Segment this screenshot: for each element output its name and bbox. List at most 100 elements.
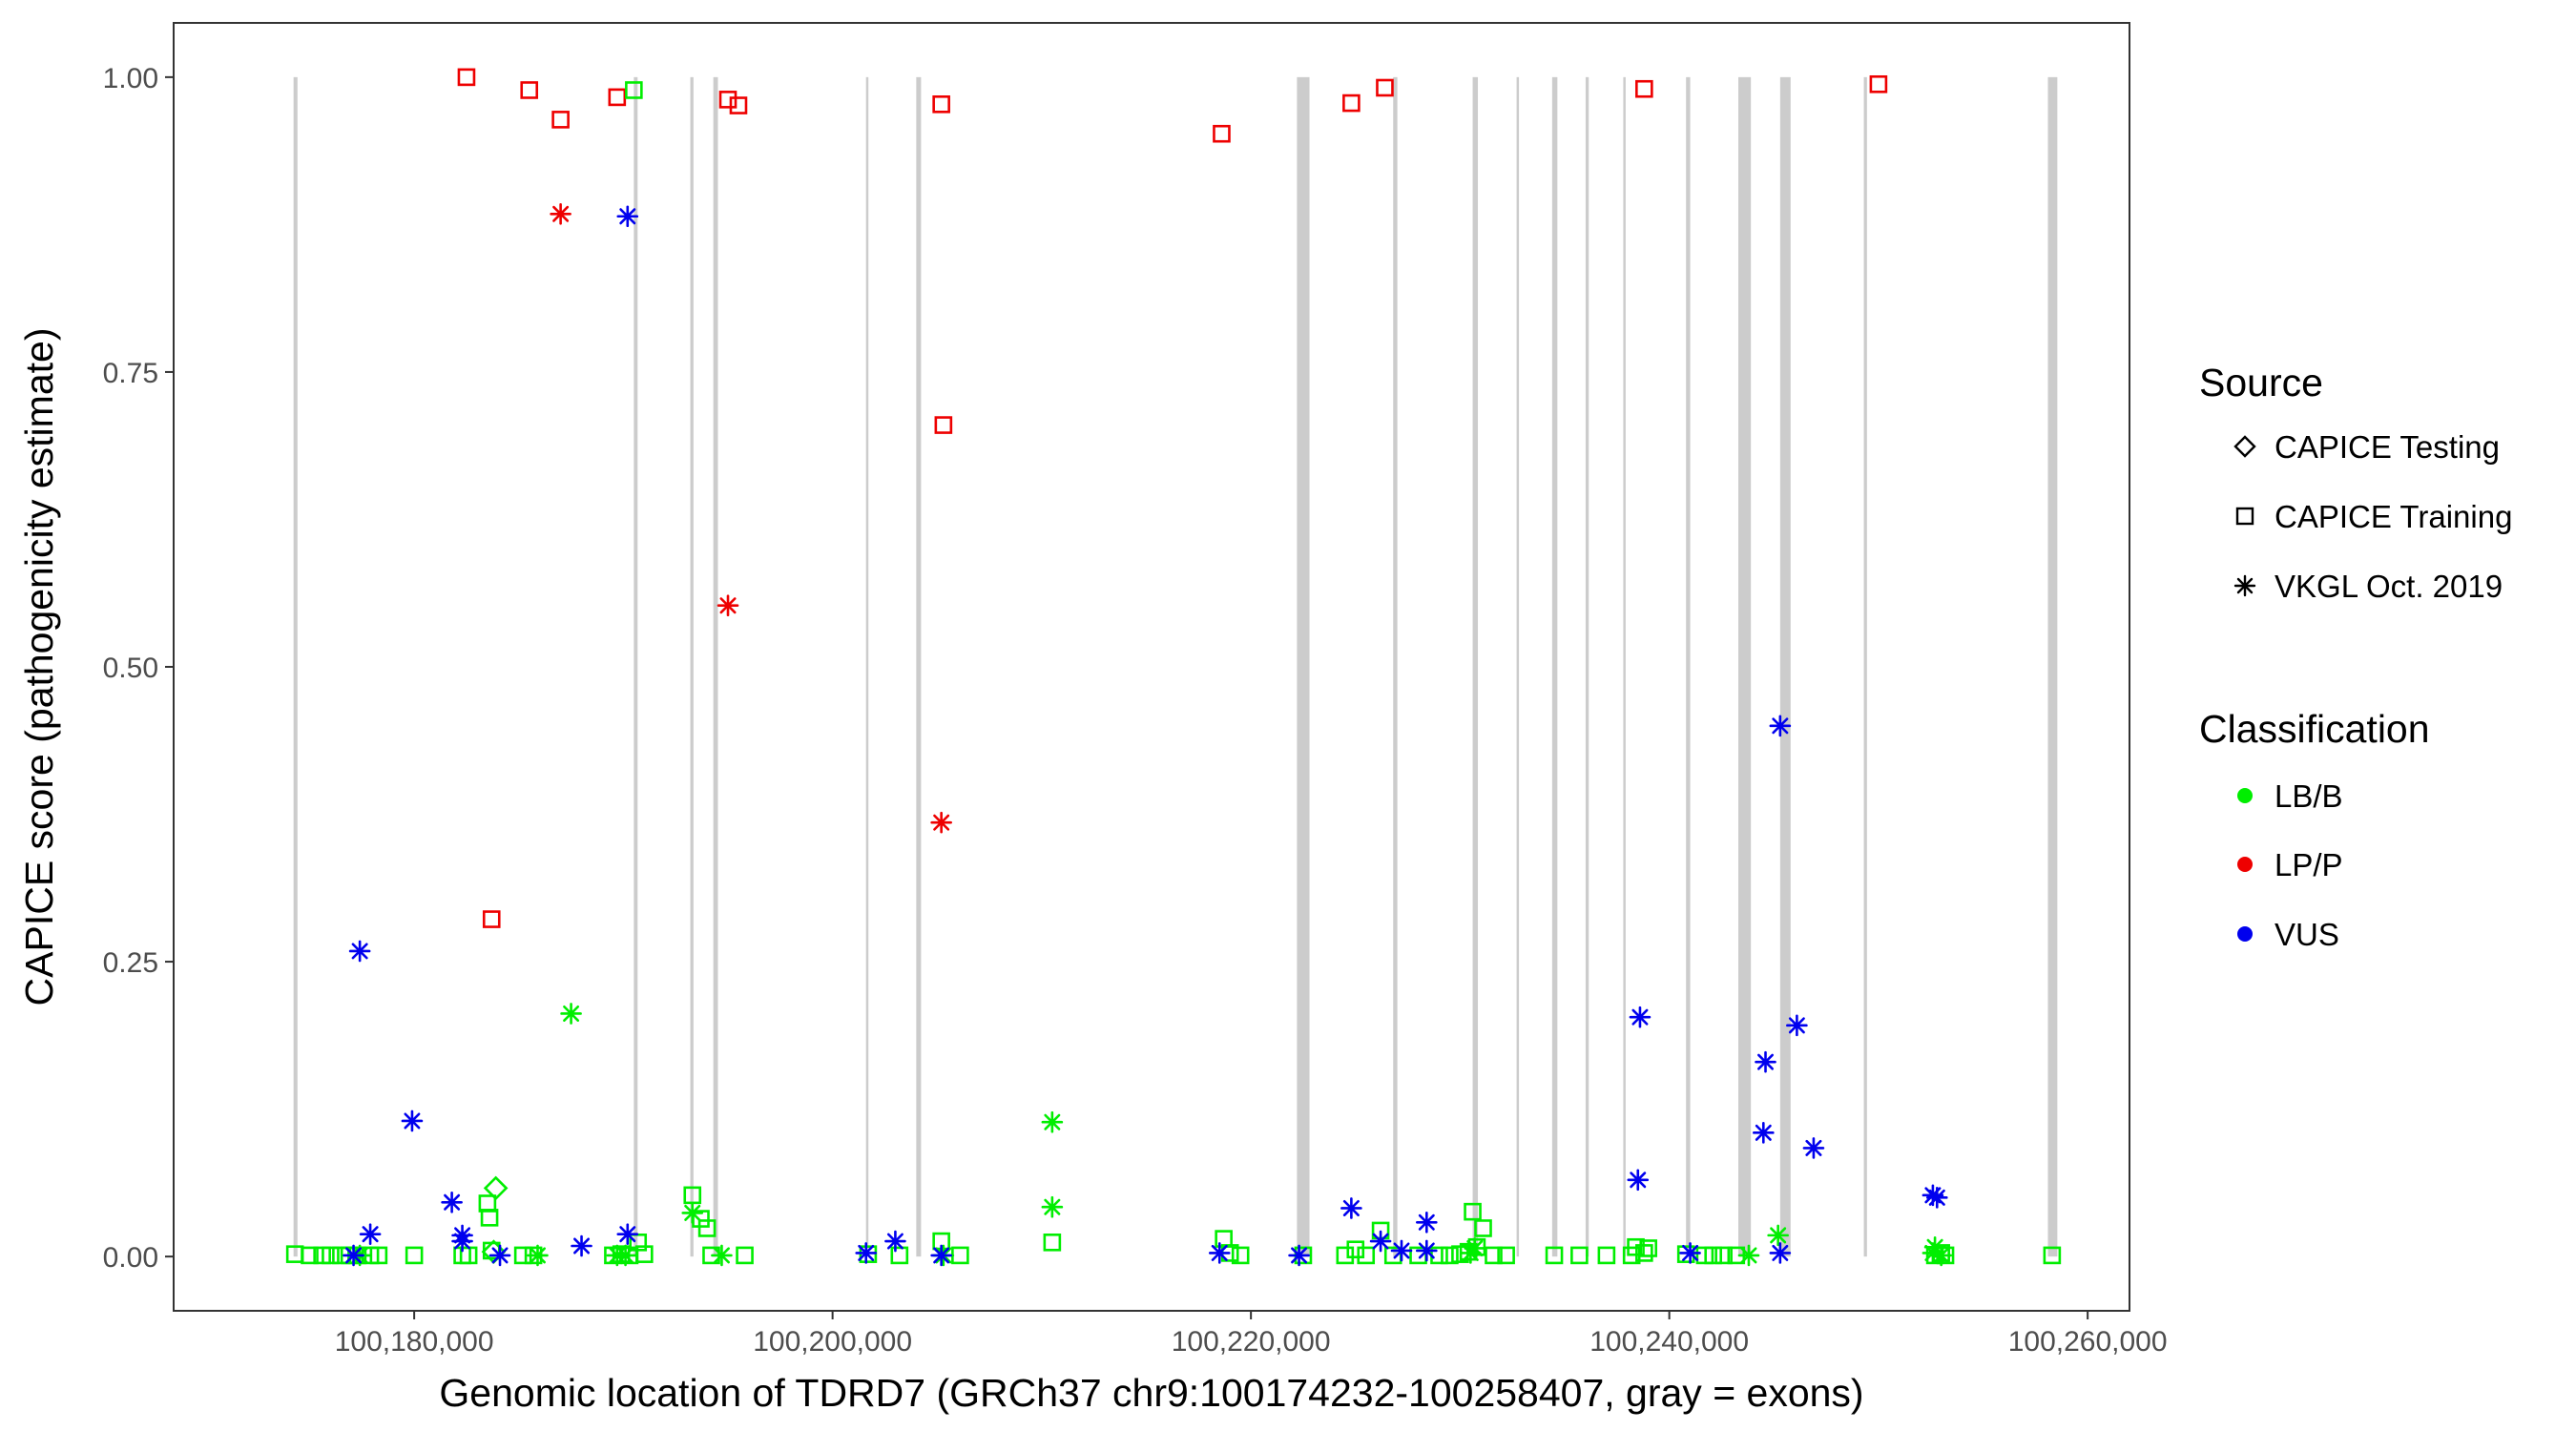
training-point bbox=[932, 95, 950, 114]
vkgl-point bbox=[855, 1242, 878, 1264]
vkgl-point bbox=[930, 811, 952, 834]
vkgl-point bbox=[930, 1244, 952, 1267]
x-axis: 100,180,000 100,200,000 100,220,000 100,240… bbox=[335, 1311, 2168, 1358]
training-point bbox=[1441, 1246, 1459, 1265]
y-tick-label: 0.50 bbox=[103, 653, 158, 684]
vkgl-point bbox=[1767, 1224, 1789, 1247]
vkgl-point bbox=[1629, 1006, 1652, 1028]
training-point bbox=[890, 1246, 909, 1265]
training-point bbox=[405, 1246, 424, 1265]
vkgl-point bbox=[717, 594, 739, 617]
x-tick-label: 100,180,000 bbox=[335, 1326, 494, 1358]
legend-lbb-dot-icon bbox=[2237, 788, 2253, 803]
legend-diamond-icon bbox=[2233, 435, 2256, 458]
vkgl-point bbox=[681, 1202, 704, 1224]
training-point bbox=[520, 81, 539, 99]
legend-source-entry: CAPICE Testing bbox=[2275, 429, 2500, 465]
training-point bbox=[1635, 1244, 1653, 1262]
testing-point bbox=[483, 1175, 509, 1201]
vkgl-point bbox=[1923, 1235, 1946, 1258]
vkgl-point bbox=[343, 1244, 364, 1267]
legend-lpp-dot-icon bbox=[2237, 857, 2253, 872]
vkgl-point bbox=[616, 205, 639, 228]
exon-bar bbox=[1686, 76, 1691, 1257]
training-point bbox=[697, 1219, 717, 1237]
exon-bar bbox=[1516, 76, 1520, 1257]
training-point bbox=[1497, 1246, 1515, 1265]
exon-bar bbox=[1863, 76, 1867, 1257]
legend-classification-entry: VUS bbox=[2275, 917, 2339, 952]
training-point bbox=[1357, 1246, 1376, 1265]
training-point bbox=[322, 1246, 340, 1265]
exon-bar bbox=[1472, 76, 1479, 1257]
training-point bbox=[457, 68, 476, 87]
exon-bars bbox=[293, 76, 2058, 1257]
vkgl-point bbox=[1369, 1230, 1392, 1253]
training-point bbox=[1635, 79, 1653, 98]
exon-bar bbox=[1623, 76, 1626, 1257]
vkgl-point bbox=[711, 1244, 733, 1267]
training-point bbox=[718, 91, 737, 109]
training-point bbox=[1231, 1246, 1250, 1265]
training-point bbox=[1342, 93, 1361, 113]
training-point bbox=[1597, 1246, 1616, 1265]
vkgl-point bbox=[1208, 1242, 1231, 1264]
vkgl-point bbox=[571, 1234, 592, 1257]
data-points bbox=[285, 68, 2062, 1267]
training-point bbox=[1714, 1246, 1733, 1265]
training-point bbox=[1474, 1219, 1492, 1237]
vkgl-point bbox=[1930, 1244, 1952, 1267]
vkgl-point bbox=[1041, 1110, 1064, 1133]
vkgl-point bbox=[1755, 1050, 1776, 1073]
vkgl-point bbox=[1679, 1242, 1701, 1264]
x-tick-label: 100,260,000 bbox=[2008, 1326, 2168, 1358]
vkgl-point bbox=[614, 1244, 636, 1267]
x-tick-label: 100,240,000 bbox=[1589, 1326, 1749, 1358]
vkgl-point bbox=[884, 1230, 906, 1253]
plot-background bbox=[174, 23, 2129, 1311]
vkgl-point bbox=[527, 1244, 549, 1267]
training-point bbox=[1043, 1233, 1062, 1252]
training-point bbox=[1639, 1239, 1658, 1257]
legend-classification-entry: LB/B bbox=[2275, 778, 2343, 814]
vkgl-point bbox=[550, 202, 571, 225]
vkgl-point bbox=[348, 940, 371, 963]
vkgl-point bbox=[1390, 1239, 1413, 1262]
training-point bbox=[736, 1246, 754, 1265]
training-point bbox=[1485, 1246, 1503, 1265]
exon-bar bbox=[634, 76, 638, 1257]
legend-source-title: Source bbox=[2199, 361, 2323, 404]
vkgl-point bbox=[441, 1191, 463, 1213]
training-point bbox=[301, 1246, 319, 1265]
vkgl-point bbox=[1802, 1137, 1825, 1159]
exon-bar bbox=[690, 76, 694, 1257]
exon-bar bbox=[2047, 76, 2058, 1257]
vkgl-point bbox=[1737, 1244, 1760, 1267]
training-point bbox=[608, 88, 627, 107]
training-point bbox=[1570, 1246, 1589, 1265]
x-tick-label: 100,200,000 bbox=[753, 1326, 912, 1358]
training-point bbox=[934, 416, 953, 434]
vkgl-point bbox=[488, 1244, 511, 1267]
legend-square-icon bbox=[2235, 507, 2254, 526]
exon-bar bbox=[1297, 76, 1310, 1257]
vkgl-point bbox=[1041, 1195, 1064, 1218]
y-axis: 0.00 0.25 0.50 0.75 1.00 bbox=[103, 63, 174, 1274]
vkgl-point bbox=[451, 1230, 473, 1253]
training-point bbox=[1213, 124, 1231, 143]
y-axis-title: CAPICE score (pathogenicity estimate) bbox=[17, 328, 61, 1006]
training-point bbox=[635, 1245, 654, 1263]
y-tick-label: 1.00 bbox=[103, 63, 158, 94]
exon-bar bbox=[1779, 76, 1791, 1257]
legend: Source CAPICE Testing CAPICE Training VK… bbox=[2199, 361, 2512, 952]
training-point bbox=[551, 111, 570, 129]
exon-bar bbox=[1551, 76, 1558, 1257]
vkgl-point bbox=[1753, 1122, 1775, 1144]
vkgl-point bbox=[1340, 1197, 1362, 1219]
vkgl-point bbox=[560, 1003, 582, 1025]
training-point bbox=[369, 1246, 388, 1265]
legend-asterisk-icon bbox=[2233, 574, 2256, 597]
vkgl-point bbox=[1925, 1187, 1948, 1209]
vkgl-point bbox=[616, 1223, 639, 1245]
vkgl-point bbox=[1769, 715, 1792, 737]
